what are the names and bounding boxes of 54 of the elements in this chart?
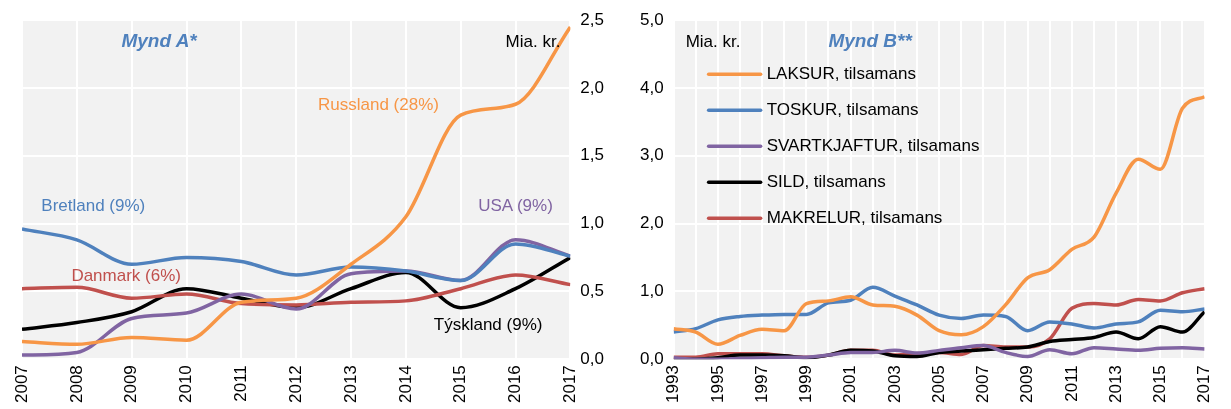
x-tick-label: 2007 — [11, 365, 31, 404]
series-label: Týskland (9%) — [433, 314, 543, 334]
x-tick-label: 2014 — [395, 365, 415, 404]
x-tick-label: 2008 — [66, 365, 86, 404]
x-tick-label: 2011 — [1061, 365, 1081, 402]
x-tick-label: 2003 — [884, 365, 904, 404]
x-tick-label: 2017 — [1194, 365, 1214, 404]
y-tick-label: 4,0 — [639, 77, 664, 97]
line-series — [22, 227, 571, 283]
series-label: USA (9%) — [478, 196, 553, 216]
x-tick-label: 2010 — [176, 365, 196, 404]
legend-label: SVARTKJAFTUR, tilsamans — [766, 135, 980, 155]
x-tick-label: 2007 — [973, 365, 993, 404]
series-label: Bretland (9%) — [41, 196, 146, 216]
legend-label: MAKRELUR, tilsamans — [766, 207, 943, 227]
series-label: Russland (28%) — [317, 94, 439, 114]
y-tick-label: 0,0 — [580, 348, 605, 368]
y-tick-label: 2,0 — [639, 213, 664, 233]
y-axis-title: Mia. kr. — [685, 31, 741, 51]
line-series — [22, 25, 571, 347]
y-tick-label: 1,0 — [639, 281, 664, 301]
x-tick-label: 2016 — [505, 365, 525, 404]
x-tick-label: 2015 — [450, 365, 470, 404]
y-tick-label: 1,5 — [580, 145, 605, 165]
y-axis-title: Mia. kr. — [505, 31, 561, 51]
line-series — [673, 285, 1205, 334]
y-tick-label: 0,5 — [580, 281, 605, 301]
x-tick-label: 2013 — [340, 365, 360, 404]
x-tick-label: 2009 — [121, 365, 141, 404]
y-tick-label: 1,0 — [580, 213, 605, 233]
text: Mynd A* — [121, 30, 199, 52]
x-tick-label: 1999 — [796, 365, 816, 404]
x-tick-label: 1997 — [751, 365, 771, 404]
y-tick-label: 2,5 — [580, 9, 605, 29]
x-tick-label: 2015 — [1150, 365, 1170, 404]
x-tick-label: 2001 — [840, 365, 860, 404]
line-series — [673, 95, 1205, 347]
y-tick-label: 2,0 — [580, 77, 605, 97]
x-tick-label: 2012 — [285, 365, 305, 404]
y-tick-label: 5,0 — [639, 9, 664, 29]
x-tick-label: 1993 — [663, 365, 683, 404]
legend-label: SILD, tilsamans — [766, 171, 886, 191]
x-tick-label: 2011 — [231, 365, 251, 402]
x-tick-label: 2013 — [1105, 365, 1125, 404]
x-tick-label: 2017 — [560, 365, 580, 404]
text: Mynd B** — [828, 30, 914, 52]
x-tick-label: 2009 — [1017, 365, 1037, 404]
legend-label: TOSKUR, tilsamans — [766, 99, 919, 119]
y-tick-label: 0,0 — [639, 348, 664, 368]
series-label: Danmark (6%) — [71, 265, 181, 285]
x-tick-label: 2005 — [928, 365, 948, 404]
legend-label: LAKSUR, tilsamans — [766, 63, 916, 83]
x-tick-label: 1995 — [707, 365, 727, 404]
y-tick-label: 3,0 — [639, 145, 664, 165]
